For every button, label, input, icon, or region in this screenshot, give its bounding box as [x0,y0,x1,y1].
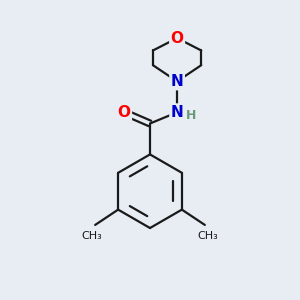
Text: N: N [171,74,184,89]
Text: CH₃: CH₃ [82,231,103,242]
Text: O: O [171,31,184,46]
Text: N: N [171,105,184,120]
Text: O: O [118,105,130,120]
Text: H: H [186,109,196,122]
Text: CH₃: CH₃ [197,231,218,242]
